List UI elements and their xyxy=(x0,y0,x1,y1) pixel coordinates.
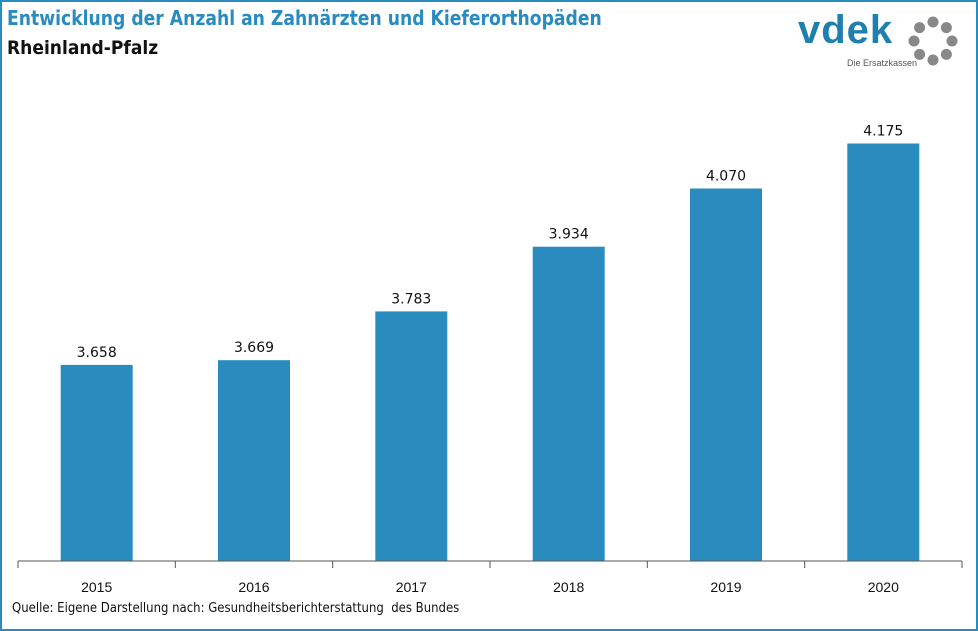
bar-2015 xyxy=(60,364,133,561)
x-axis-ticks-group xyxy=(17,561,963,568)
bars-group xyxy=(60,143,920,561)
chart-subtitle: Rheinland-Pfalz xyxy=(7,37,159,59)
logo-tagline: Die Ersatzkassen xyxy=(847,58,918,68)
logo-ring-dot xyxy=(908,35,920,47)
bar-2018 xyxy=(532,246,605,561)
bar-2020 xyxy=(847,143,920,561)
x-tick-label-2020: 2020 xyxy=(868,579,899,595)
logo-ring-dot xyxy=(914,22,926,34)
bar-2019 xyxy=(690,188,762,561)
logo-ring-dot xyxy=(914,48,926,60)
value-label-2016: 3.669 xyxy=(234,340,274,356)
logo-ring-dot xyxy=(946,35,958,47)
value-label-2017: 3.783 xyxy=(391,291,431,307)
value-labels-group: 3.658 3.669 3.783 3.934 4.070 4.175 xyxy=(77,124,904,361)
x-tick-label-2015: 2015 xyxy=(81,579,112,595)
x-tick-label-2018: 2018 xyxy=(553,579,584,595)
x-tick-label-2016: 2016 xyxy=(238,579,269,595)
logo-ring-dot xyxy=(927,54,939,66)
value-label-2015: 3.658 xyxy=(77,345,117,361)
value-label-2019: 4.070 xyxy=(706,169,746,185)
x-tick-label-2019: 2019 xyxy=(710,579,741,595)
x-tick-label-2017: 2017 xyxy=(396,579,427,595)
vdek-logo: vdek Die Ersatzkassen xyxy=(798,8,968,72)
logo-ring-dot xyxy=(940,48,952,60)
value-label-2020: 4.175 xyxy=(863,124,903,140)
chart-title: Entwicklung der Anzahl an Zahnärzten und… xyxy=(7,6,602,30)
logo-ring-dot xyxy=(940,22,952,34)
x-axis-labels-group: 2015 2016 2017 2018 2019 2020 xyxy=(81,579,899,595)
logo-ring-dot xyxy=(927,16,939,28)
logo-wordmark: vdek xyxy=(798,8,894,52)
bar-2017 xyxy=(375,311,448,561)
dotted-ring-icon xyxy=(908,16,958,66)
source-note: Quelle: Eigene Darstellung nach: Gesundh… xyxy=(12,601,460,616)
bar-2016 xyxy=(218,360,290,561)
value-label-2018: 3.934 xyxy=(549,227,589,243)
